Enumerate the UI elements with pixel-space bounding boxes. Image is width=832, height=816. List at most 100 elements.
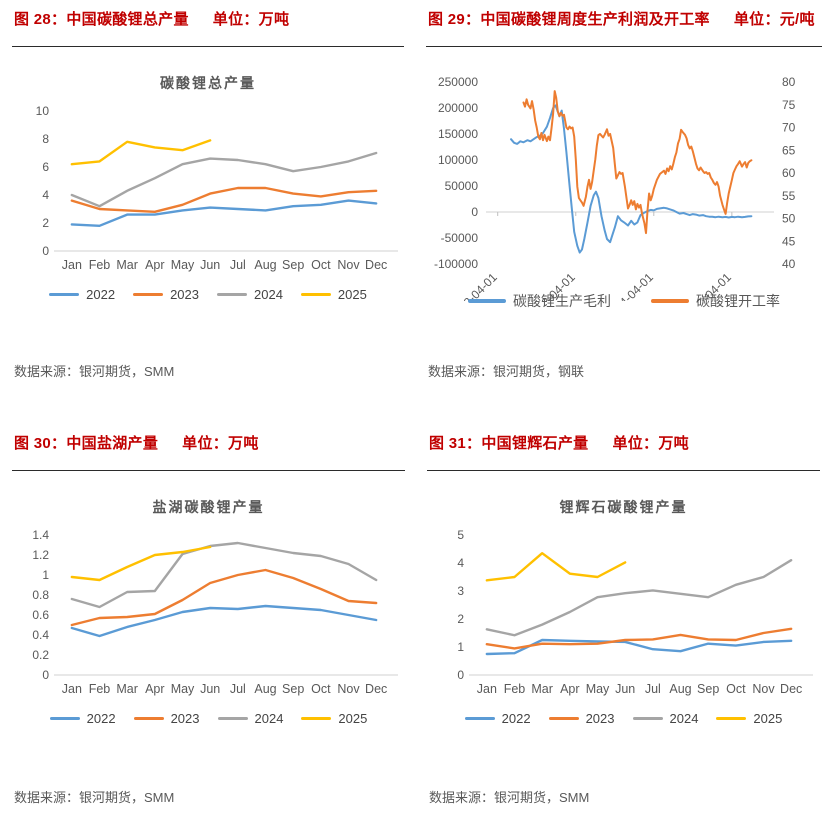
series-line-2023	[70, 568, 378, 627]
chart-31-canvas: 0 1 2 3 4 5 Jan Feb Mar Apr May Jun Jul Aug Sep Oct Nov D…	[457, 528, 813, 696]
left-axis-tick-label: -50000	[441, 231, 479, 245]
x-axis-tick-label: Oct	[726, 682, 746, 696]
x-axis-tick-label: Dec	[365, 682, 387, 696]
legend-item-2022: 2022	[49, 287, 115, 302]
left-axis-tick-label: 200000	[438, 101, 478, 115]
x-axis-tick-label: May	[171, 258, 195, 272]
legend-swatch	[651, 299, 689, 303]
figure-30-heading: 图 30：中国盐湖产量 单位：万吨	[14, 432, 405, 453]
legend-label: 2023	[170, 711, 200, 726]
y-axis-tick-label: 4	[457, 556, 464, 570]
y-axis-tick-label: 2	[457, 612, 464, 626]
x-axis-tick-label: Feb	[89, 682, 111, 696]
figure-28: 图 28：中国碳酸锂总产量 单位：万吨 碳酸锂总产量 0 2 4 6 8 10 Jan Feb M…	[12, 0, 404, 424]
figure-29-unit: 单位：元/吨	[733, 11, 815, 28]
legend-swatch	[301, 716, 332, 721]
series-line-2024	[70, 541, 378, 609]
x-axis-tick-label: Jan	[477, 682, 497, 696]
x-axis-tick-label: Apr	[560, 682, 579, 696]
x-axis-tick-label: Mar	[116, 258, 138, 272]
x-axis-tick-label: Sep	[697, 682, 719, 696]
figure-31-source: 数据来源：银河期货，SMM	[429, 790, 590, 805]
legend-item-2024: 2024	[217, 287, 283, 302]
series-line-2025	[70, 545, 212, 582]
series-line-2025	[485, 552, 627, 582]
y-axis-tick-label: 0.8	[32, 588, 49, 602]
heading-divider	[427, 470, 820, 471]
x-axis-tick-label: Dec	[780, 682, 802, 696]
right-axis-tick-label: 65	[782, 143, 796, 157]
figure-29: 图 29：中国碳酸锂周度生产利润及开工率 单位：元/吨 -100000 -50000…	[426, 0, 822, 424]
y-axis-tick-label: 10	[36, 104, 50, 118]
figure-29-source: 数据来源：银河期货，钢联	[428, 364, 585, 379]
x-axis-tick-label: May	[171, 682, 195, 696]
figures-row-bottom: 图 30：中国盐湖产量 单位：万吨 盐湖碳酸锂产量 0 0.2 0.4 0.6 0.8 1 1…	[0, 424, 832, 816]
chart-31-legend: 2022 2023 2024 2025	[427, 711, 820, 726]
series-line-2022	[485, 638, 793, 656]
legend-swatch	[716, 716, 747, 721]
legend-item-碳酸锂生产毛利: 碳酸锂生产毛利	[468, 291, 611, 311]
series-line-2023	[70, 186, 378, 214]
x-axis-tick-label: Apr	[145, 682, 164, 696]
chart-28-canvas: 0 2 4 6 8 10 Jan Feb Mar Apr May Jun Jul Aug Sep Oct Nov…	[36, 104, 398, 272]
y-axis-tick-label: 0.2	[32, 648, 49, 662]
chart-30-canvas: 0 0.2 0.4 0.6 0.8 1 1.2 1.4 Jan Feb Mar Apr May Jun Ju…	[32, 528, 398, 696]
y-axis-tick-label: 1.4	[32, 528, 49, 542]
figure-28-title: 图 28：中国碳酸锂总产量	[14, 11, 189, 28]
chart-28-title: 碳酸锂总产量	[160, 75, 256, 91]
y-axis-tick-label: 0	[42, 668, 49, 682]
chart-29-canvas: -100000 -50000 0 50000 100000 150000 200000 250…	[434, 75, 796, 301]
x-axis-tick-label: Jun	[615, 682, 635, 696]
x-axis-tick-label: Nov	[752, 682, 775, 696]
left-axis-tick-label: 50000	[445, 179, 479, 193]
legend-item-2023: 2023	[133, 711, 200, 726]
y-axis-tick-label: 6	[42, 160, 49, 174]
y-axis-tick-label: 0.6	[32, 608, 49, 622]
series-line-2024	[485, 559, 793, 637]
figure-30-source: 数据来源：银河期货，SMM	[14, 790, 175, 805]
legend-item-2022: 2022	[49, 711, 116, 726]
series-line-2023	[485, 627, 793, 650]
y-axis-tick-label: 2	[42, 216, 49, 230]
series-line-2024	[70, 151, 378, 208]
left-axis-tick-label: 150000	[438, 127, 478, 141]
x-axis-tick-label: Nov	[337, 258, 360, 272]
heading-divider	[426, 46, 822, 47]
x-axis-tick-label: Jun	[200, 258, 220, 272]
right-axis-tick-label: 40	[782, 257, 796, 271]
legend-label: 2025	[338, 711, 368, 726]
chart-28-legend: 2022 2023 2024 2025	[12, 287, 404, 302]
x-axis-tick-label: Dec	[365, 258, 387, 272]
series-line-碳酸锂生产毛利	[510, 104, 753, 254]
y-axis-tick-label: 8	[42, 132, 49, 146]
legend-item-2024: 2024	[217, 711, 283, 726]
heading-divider	[12, 46, 404, 47]
figure-28-heading: 图 28：中国碳酸锂总产量 单位：万吨	[14, 8, 404, 29]
legend-item-2023: 2023	[548, 711, 615, 726]
right-axis-tick-label: 60	[782, 166, 796, 180]
legend-label: 碳酸锂生产毛利	[513, 293, 611, 309]
legend-swatch	[632, 716, 663, 721]
x-axis-tick-label: Jan	[62, 258, 82, 272]
figure-31-heading: 图 31：中国锂辉石产量 单位：万吨	[429, 432, 820, 453]
legend-swatch	[133, 292, 164, 297]
legend-swatch	[49, 716, 80, 721]
figure-31-title: 图 31：中国锂辉石产量	[429, 435, 589, 452]
x-axis-tick-label: Mar	[531, 682, 553, 696]
legend-item-2024: 2024	[632, 711, 698, 726]
legend-label: 2024	[254, 287, 283, 302]
right-axis-tick-label: 45	[782, 234, 796, 248]
series-line-2022	[70, 604, 378, 638]
y-axis-tick-label: 4	[42, 188, 49, 202]
x-axis-tick-label: May	[586, 682, 610, 696]
legend-item-碳酸锂开工率: 碳酸锂开工率	[651, 291, 780, 311]
x-axis-tick-label: Jul	[230, 682, 246, 696]
chart-30-title: 盐湖碳酸锂产量	[152, 499, 265, 515]
legend-label: 2022	[86, 287, 116, 302]
legend-label: 2022	[86, 711, 116, 726]
y-axis-tick-label: 0.4	[32, 628, 49, 642]
x-axis-tick-label: Jul	[230, 258, 246, 272]
right-axis-tick-label: 80	[782, 75, 796, 89]
y-axis-tick-label: 5	[457, 528, 464, 542]
left-axis-tick-label: 0	[471, 205, 478, 219]
